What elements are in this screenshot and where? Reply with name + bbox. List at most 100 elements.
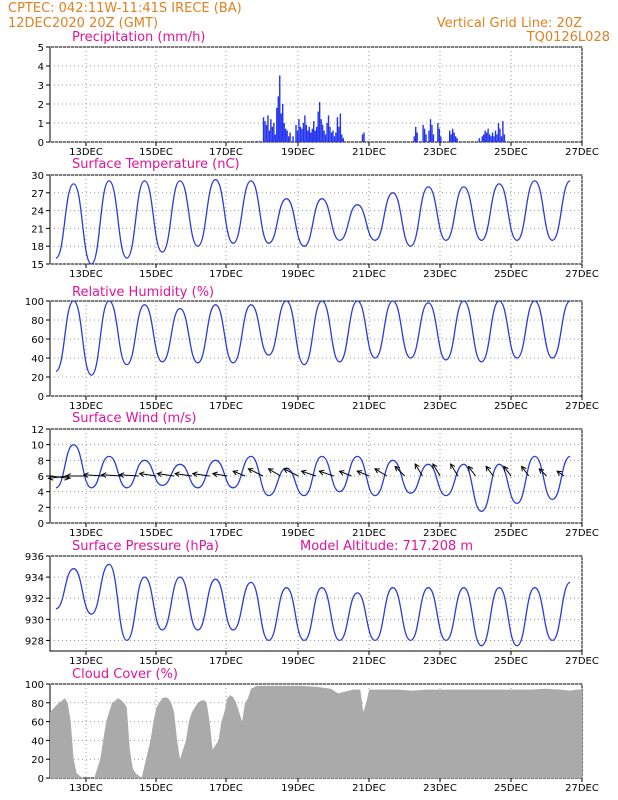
wind-vector [248, 468, 264, 477]
precip-bar [326, 123, 328, 142]
x-tick-label: 19DEC [281, 269, 315, 280]
wind-arrowhead [538, 468, 545, 474]
x-tick-label: 21DEC [352, 528, 386, 539]
panel-3: Surface Wind (m/s) 0 2 4 6 8 10 12 13DEC 15DEC 17D… [31, 411, 599, 539]
precip-bar [450, 134, 452, 142]
precip-bar [265, 124, 268, 142]
y-tick-label: 12 [31, 425, 44, 436]
precip-bar [282, 104, 284, 142]
precip-bar [423, 128, 426, 142]
x-tick-label: 17DEC [209, 783, 243, 794]
x-tick-label: 13DEC [69, 783, 103, 794]
x-tick-label: 27DEC [565, 783, 599, 794]
y-tick-label: 40 [31, 354, 44, 365]
precip-bar [338, 126, 340, 142]
precip-bar [287, 136, 290, 142]
y-tick-label: 100 [25, 297, 44, 308]
header-grid-note: Vertical Grid Line: 20Z [437, 16, 582, 31]
precip-bar [481, 136, 483, 142]
wind-arrowhead [356, 470, 363, 476]
y-tick-label: 5 [38, 43, 44, 54]
wind-vector [538, 468, 547, 477]
precip-bar [264, 121, 266, 142]
precip-bar [276, 107, 278, 142]
precip-bar [292, 136, 294, 142]
wind-arrowhead [232, 470, 239, 476]
y-tick-label: 8 [38, 456, 44, 467]
wind-vector [83, 474, 104, 477]
precip-bar [310, 132, 312, 142]
x-tick-label: 25DEC [494, 528, 528, 539]
precip-bar [503, 134, 506, 142]
x-tick-label: 25DEC [494, 401, 528, 412]
y-tick-label: 0 [38, 774, 44, 785]
wind-arrowhead [318, 469, 325, 476]
precip-bar [425, 134, 427, 142]
x-tick-label: 17DEC [209, 656, 243, 667]
precip-bar [256, 141, 259, 142]
precip-bar [429, 119, 432, 142]
precip-bar [316, 126, 318, 142]
x-tick-label: 21DEC [352, 269, 386, 280]
wind-vector [119, 474, 139, 477]
y-tick-label: 934 [25, 573, 44, 584]
y-tick-label: 20 [31, 373, 44, 384]
x-tick-label: 27DEC [565, 656, 599, 667]
x-tick-label: 25DEC [494, 269, 528, 280]
precip-bar [296, 130, 299, 142]
wind-arrowhead [556, 470, 563, 476]
precip-bar [308, 126, 311, 142]
x-tick-label: 19DEC [281, 401, 315, 412]
x-tick-label: 17DEC [209, 147, 243, 158]
y-tick-label: 80 [31, 699, 44, 710]
precip-bar [336, 117, 339, 142]
wind-arrowhead [282, 468, 289, 474]
x-tick-label: 13DEC [69, 269, 103, 280]
precip-bar [440, 136, 442, 142]
y-tick-label: 0 [38, 138, 44, 149]
panel-4: Surface Pressure (hPa) Model Altitude: 71… [25, 539, 599, 667]
precip-bar [332, 130, 334, 142]
wind-arrowhead [394, 465, 401, 472]
x-tick-label: 19DEC [281, 783, 315, 794]
panel-title: Precipitation (mm/h) [72, 30, 205, 45]
precip-bar [491, 132, 494, 142]
x-tick-label: 23DEC [423, 269, 457, 280]
precip-bar [314, 130, 316, 142]
y-tick-label: 2 [38, 503, 44, 514]
precip-bar [268, 130, 271, 142]
x-tick-label: 19DEC [281, 656, 315, 667]
x-tick-label: 27DEC [565, 269, 599, 280]
x-tick-label: 17DEC [209, 401, 243, 412]
wind-arrowhead [450, 463, 456, 470]
wind-arrowhead [47, 475, 54, 481]
wind-vector [450, 463, 459, 477]
precip-bar [327, 115, 330, 142]
wind-vector [432, 463, 441, 477]
x-tick-label: 23DEC [423, 528, 457, 539]
precip-bar [274, 134, 277, 142]
panel-frame [49, 555, 583, 652]
y-tick-label: 930 [25, 615, 44, 626]
precip-bar [323, 130, 325, 142]
x-tick-label: 23DEC [423, 147, 457, 158]
precip-bar [341, 134, 343, 142]
precip-bar [449, 130, 451, 142]
series-line [55, 444, 571, 512]
y-tick-label: 40 [31, 736, 44, 747]
x-tick-label: 23DEC [423, 401, 457, 412]
y-tick-label: 0 [38, 519, 44, 530]
x-tick-label: 23DEC [423, 783, 457, 794]
wind-arrowhead [267, 468, 274, 474]
panel-annotation: Model Altitude: 717.208 m [300, 539, 473, 554]
cloud-area [50, 685, 582, 778]
precip-bar [313, 121, 315, 142]
wind-arrowhead [485, 465, 491, 472]
x-tick-label: 17DEC [209, 269, 243, 280]
x-tick-label: 19DEC [281, 528, 315, 539]
y-tick-label: 6 [38, 472, 44, 483]
x-tick-label: 21DEC [352, 783, 386, 794]
precip-bar [488, 134, 491, 142]
panel-5: Cloud Cover (%) 0 20 40 60 80 100 13DEC 15DEC 17D… [25, 667, 599, 794]
